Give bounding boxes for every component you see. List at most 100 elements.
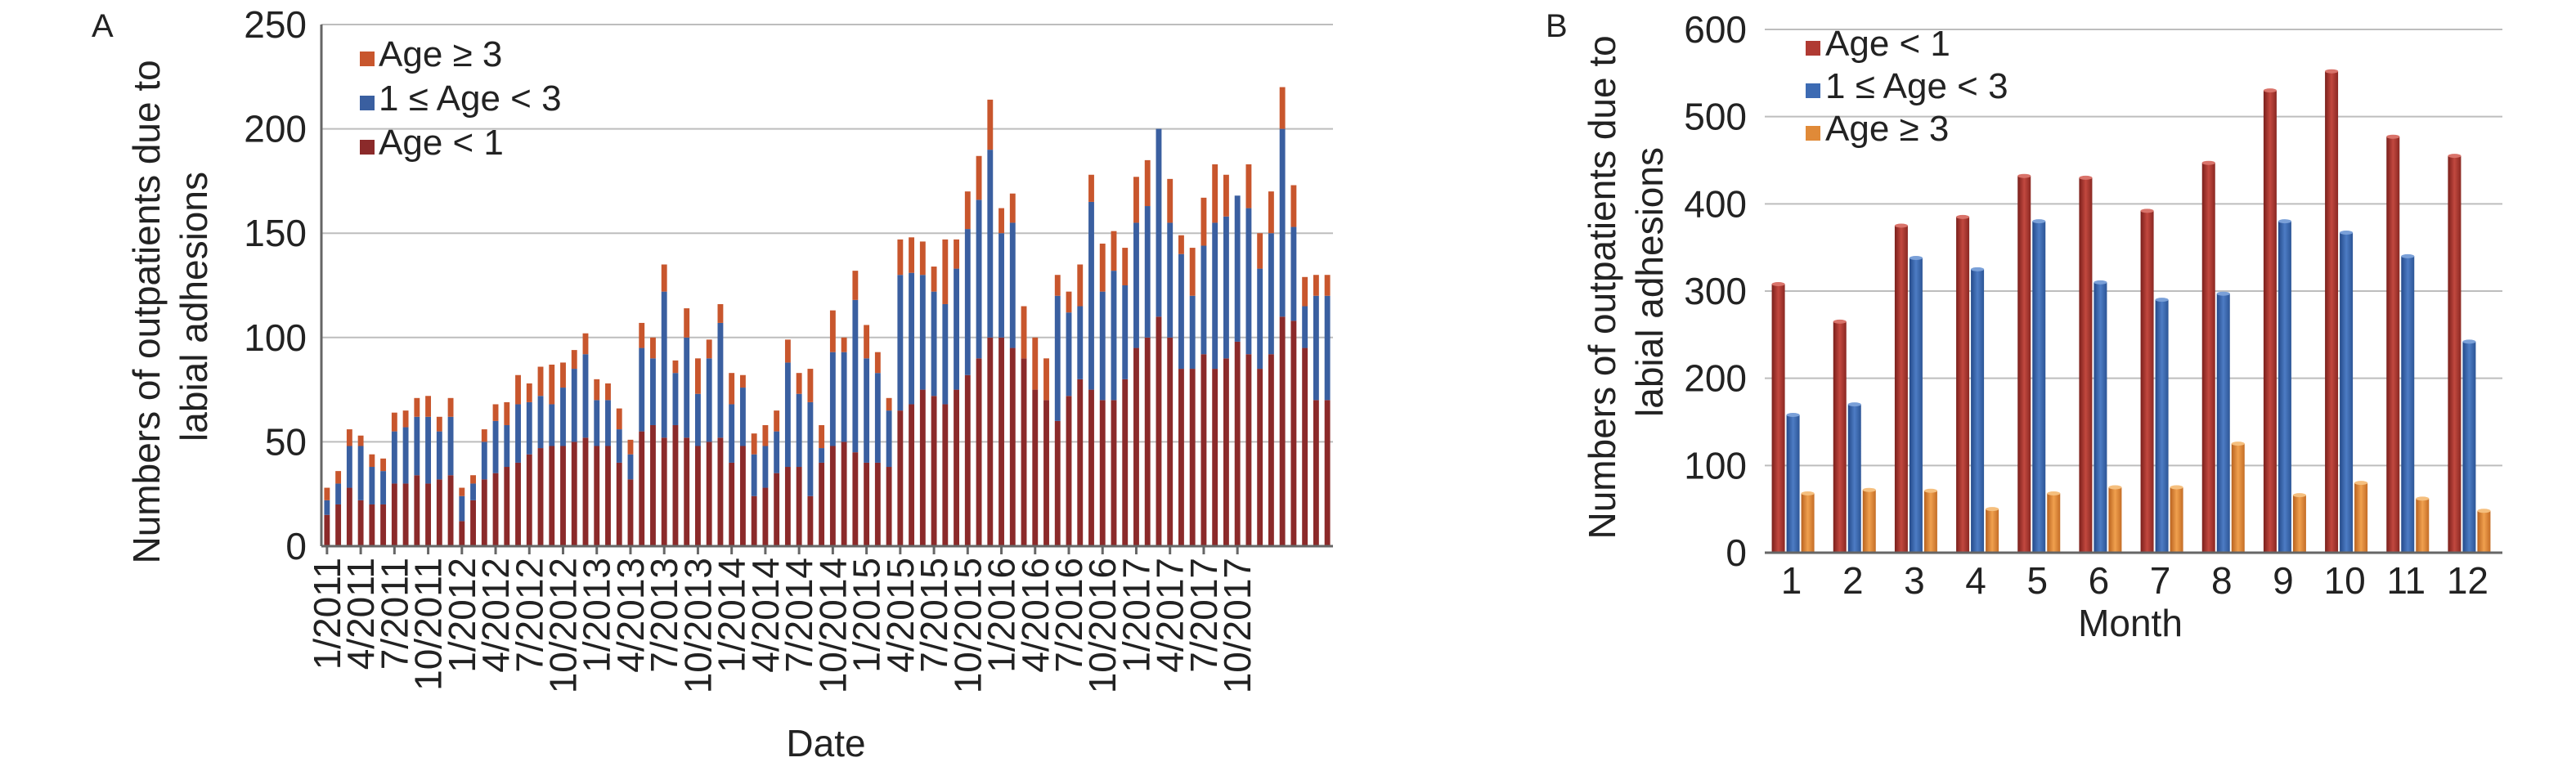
panel-a-bar-age-ge-3 xyxy=(650,337,656,359)
panel-a-bar-age-lt-1 xyxy=(1290,321,1297,546)
panel-a-bar-age-1-3 xyxy=(560,388,566,446)
panel-a-bar-age-ge-3 xyxy=(1212,164,1218,223)
panel-b-bar-age-ge-3 xyxy=(1986,509,1999,553)
panel-b-bar-top-age-ge-3 xyxy=(1986,507,1999,512)
panel-a-bar-age-ge-3 xyxy=(1200,197,1207,246)
panel-a-bar-age-1-3 xyxy=(1178,253,1184,370)
panel-a-bar-age-ge-3 xyxy=(346,429,352,446)
panel-a-bar-age-lt-1 xyxy=(964,374,971,546)
panel-a-bar-age-lt-1 xyxy=(661,437,667,546)
panel-a-bar-age-ge-3 xyxy=(1178,235,1184,254)
panel-a-bar-age-1-3 xyxy=(650,358,656,425)
panel-a-legend-label: Age < 1 xyxy=(379,123,504,163)
panel-a-bar-age-ge-3 xyxy=(571,350,577,370)
panel-a-y-tick-label: 50 xyxy=(265,420,307,463)
panel-a-x-tick-label: 10/2017 xyxy=(1216,558,1259,693)
panel-a-bar-age-ge-3 xyxy=(852,271,859,300)
panel-a-legend-swatch xyxy=(360,52,375,66)
panel-b-bar-top-age-lt-1 xyxy=(2140,208,2154,213)
panel-b-bar-age-1-3 xyxy=(2340,232,2354,553)
panel-a-bar-age-1-3 xyxy=(729,404,735,463)
panel-b-bar-age-lt-1 xyxy=(2201,163,2215,553)
panel-b-legend-swatch xyxy=(1806,126,1820,141)
panel-a-bar-age-ge-3 xyxy=(594,379,600,401)
panel-a-bar-age-ge-3 xyxy=(526,383,532,402)
panel-b-y-tick-label: 0 xyxy=(1726,531,1747,574)
panel-a-bar-age-ge-3 xyxy=(1099,243,1106,292)
panel-a-bar-age-ge-3 xyxy=(627,439,634,455)
panel-a-bar-age-lt-1 xyxy=(526,454,532,546)
panel-b-bar-age-ge-3 xyxy=(2170,487,2183,553)
panel-b-bar-top-age-1-3 xyxy=(2340,231,2354,235)
panel-a-bar-age-1-3 xyxy=(661,291,667,438)
panel-a-x-tick-label: 4/2014 xyxy=(744,558,787,673)
panel-a-bar-age-1-3 xyxy=(504,424,510,468)
panel-b-x-tick-label: 2 xyxy=(1842,559,1864,602)
panel-a-bar-age-lt-1 xyxy=(1302,347,1308,546)
panel-a-bar-age-1-3 xyxy=(571,369,577,442)
panel-b-bar-age-1-3 xyxy=(2216,294,2230,553)
panel-b-bar-top-age-ge-3 xyxy=(2416,496,2430,501)
panel-b-bar-age-1-3 xyxy=(2094,282,2107,553)
panel-b-bar-age-ge-3 xyxy=(2292,495,2306,553)
panel-a-bar-age-ge-3 xyxy=(1088,174,1094,202)
panel-a-x-tick-label: 7/2016 xyxy=(1048,558,1090,673)
panel-a-x-tick-label: 10/2015 xyxy=(946,558,989,693)
panel-b-legend-swatch xyxy=(1806,83,1820,98)
panel-b-x-tick-label: 3 xyxy=(1904,559,1925,602)
panel-a-bar-age-lt-1 xyxy=(1077,379,1084,546)
panel-a-bar-age-lt-1 xyxy=(1223,358,1229,546)
panel-a-bar-age-1-3 xyxy=(1279,128,1286,317)
panel-a-bar-age-ge-3 xyxy=(1021,306,1027,359)
panel-b-bar-age-1-3 xyxy=(1909,258,1923,553)
panel-b-y-tick-label: 600 xyxy=(1684,8,1747,51)
panel-a-bar-age-1-3 xyxy=(807,401,814,496)
panel-a-bar-age-ge-3 xyxy=(560,362,566,388)
panel-b-bar-top-age-lt-1 xyxy=(2325,69,2339,74)
panel-a-bar-age-lt-1 xyxy=(739,446,746,546)
panel-a-bar-age-lt-1 xyxy=(954,389,959,546)
panel-a-bar-age-lt-1 xyxy=(504,467,510,546)
panel-a-bar-age-lt-1 xyxy=(391,483,397,546)
panel-a-x-tick-label: 4/2016 xyxy=(1014,558,1057,673)
panel-a-x-tick-label: 1/2012 xyxy=(441,558,483,673)
panel-a-x-tick-label: 7/2015 xyxy=(913,558,955,673)
panel-b-y-ticks: 0 100 200 300 400 500 600 xyxy=(1684,8,1747,574)
panel-a-bar-age-ge-3 xyxy=(964,191,971,230)
panel-b-bar-age-ge-3 xyxy=(1862,490,1876,553)
panel-a-bar-age-1-3 xyxy=(357,446,364,500)
panel-a-bar-age-1-3 xyxy=(739,388,746,446)
panel-a-bar-age-lt-1 xyxy=(717,437,724,546)
panel-a-bar-age-lt-1 xyxy=(1144,337,1151,546)
panel-a-bar-age-ge-3 xyxy=(447,397,454,417)
panel-a-bar-age-ge-3 xyxy=(1111,231,1117,271)
panel-a-bar-age-1-3 xyxy=(942,303,949,405)
panel-a-bar-age-1-3 xyxy=(549,404,555,446)
panel-a-bar-age-ge-3 xyxy=(436,416,442,432)
panel-a-bar-age-lt-1 xyxy=(335,504,342,546)
panel-a-bar-age-ge-3 xyxy=(954,239,959,269)
panel-a-bar-age-lt-1 xyxy=(1189,369,1196,546)
panel-a-x-tick-label: 10/2013 xyxy=(676,558,719,693)
panel-b-bar-age-1-3 xyxy=(1847,404,1861,553)
panel-a-y-tick-label: 150 xyxy=(244,212,307,254)
panel-a-y-ticks: 0 50 100 150 200 250 xyxy=(244,3,307,567)
panel-a-bar-age-lt-1 xyxy=(605,446,611,546)
panel-b-bar-top-age-1-3 xyxy=(1786,412,1800,417)
panel-a-bar-age-1-3 xyxy=(1099,291,1106,401)
panel-a-bar-age-1-3 xyxy=(1245,208,1252,355)
panel-a-bar-age-lt-1 xyxy=(931,396,937,546)
panel-a-bar-age-ge-3 xyxy=(1189,248,1196,296)
panel-a-bar-age-1-3 xyxy=(1290,226,1297,321)
panel-a-bar-age-1-3 xyxy=(369,467,375,504)
panel-a-bar-age-1-3 xyxy=(1223,216,1229,359)
panel-a-x-tick-label: 4/2013 xyxy=(609,558,652,673)
panel-a-bar-age-lt-1 xyxy=(616,462,622,546)
panel-a-bar-age-ge-3 xyxy=(717,303,724,323)
panel-a-y-tick-label: 100 xyxy=(244,316,307,359)
panel-b-bar-age-lt-1 xyxy=(2140,210,2154,553)
panel-a-bar-age-lt-1 xyxy=(627,479,634,546)
